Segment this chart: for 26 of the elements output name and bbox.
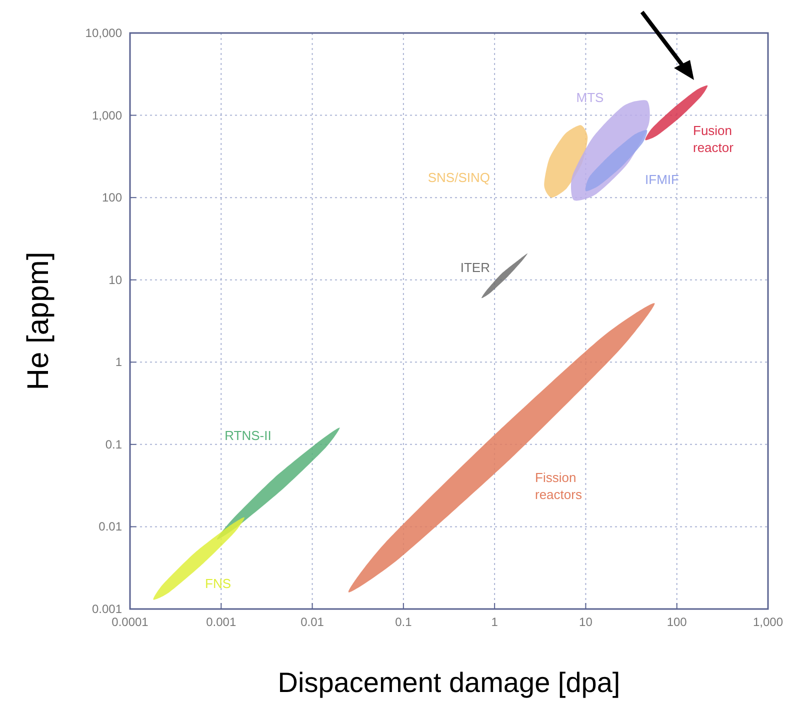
x-tick-label: 0.001: [206, 615, 236, 629]
x-tick-label: 0.0001: [112, 615, 149, 629]
y-axis-title: He [appm]: [22, 252, 55, 390]
series-label: FNS: [205, 576, 232, 591]
series-label: Fission reactors: [535, 470, 582, 502]
x-tick-label: 0.1: [395, 615, 412, 629]
series-label: IFMIF: [645, 172, 680, 187]
y-tick-label: 100: [102, 190, 122, 205]
y-tick-label: 1: [115, 355, 122, 370]
x-tick-label: 100: [666, 615, 688, 629]
y-tick-label: 10,000: [85, 26, 122, 40]
y-tick-label: 1,000: [92, 108, 122, 122]
x-tick-label: 0.01: [300, 615, 324, 629]
y-tick-label: 10: [108, 272, 122, 287]
y-tick-label: 0.001: [92, 602, 122, 616]
x-tick-label: 1,000: [752, 615, 784, 629]
x-tick-label: 10: [579, 615, 593, 629]
x-tick-label: 1: [491, 615, 498, 629]
series-label: ITER: [460, 260, 490, 275]
text: SNS/SINQ: [428, 170, 490, 185]
x-axis-title: Dispacement damage [dpa]: [278, 667, 620, 698]
series-label: Fusion reactor: [693, 123, 734, 155]
series-label: MTS: [576, 90, 604, 105]
y-tick-label: 0.01: [98, 520, 122, 534]
y-tick-label: 0.1: [105, 437, 122, 452]
text: RTNS-II: [224, 428, 272, 443]
